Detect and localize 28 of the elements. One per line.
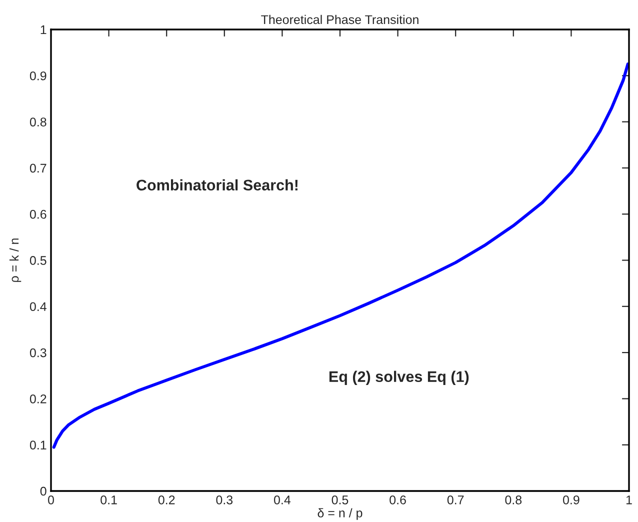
y-tick-label: 0.8: [30, 118, 46, 126]
y-tick-label: 0.3: [30, 348, 46, 358]
y-tick-label: 0: [40, 486, 46, 496]
x-tick-label: 0: [48, 495, 54, 504]
x-tick-label: 0.4: [274, 495, 291, 504]
y-tick-label: 1: [40, 25, 46, 34]
annotation: Eq (2) solves Eq (1): [329, 370, 469, 386]
x-tick-label: 0.8: [505, 495, 522, 504]
y-axis-title: ρ = k / n: [9, 238, 22, 282]
line-series: [52, 62, 629, 449]
x-tick-label: 0.6: [390, 495, 406, 504]
x-tick-label: 0.2: [158, 495, 175, 504]
chart-title: Theoretical Phase Transition: [261, 14, 418, 24]
x-tick-label: 0.9: [563, 495, 580, 504]
y-tick-label: 0.2: [30, 394, 46, 404]
x-tick-label: 0.5: [332, 495, 348, 504]
y-tick-label: 0.6: [30, 210, 46, 219]
x-tick-label: 0.3: [216, 495, 233, 504]
y-tick-label: 0.7: [30, 164, 46, 173]
y-tick-label: 0.1: [30, 440, 46, 450]
y-tick-label: 0.4: [30, 302, 46, 312]
annotation: Combinatorial Search!: [136, 179, 298, 191]
x-axis-title: δ = n / p: [318, 508, 362, 520]
x-tick-label: 0.1: [100, 495, 117, 504]
y-tick-label: 0.9: [30, 71, 46, 80]
y-tick-label: 0.5: [30, 256, 46, 265]
x-tick-label: 1: [626, 496, 632, 504]
x-tick-label: 0.7: [447, 495, 464, 504]
